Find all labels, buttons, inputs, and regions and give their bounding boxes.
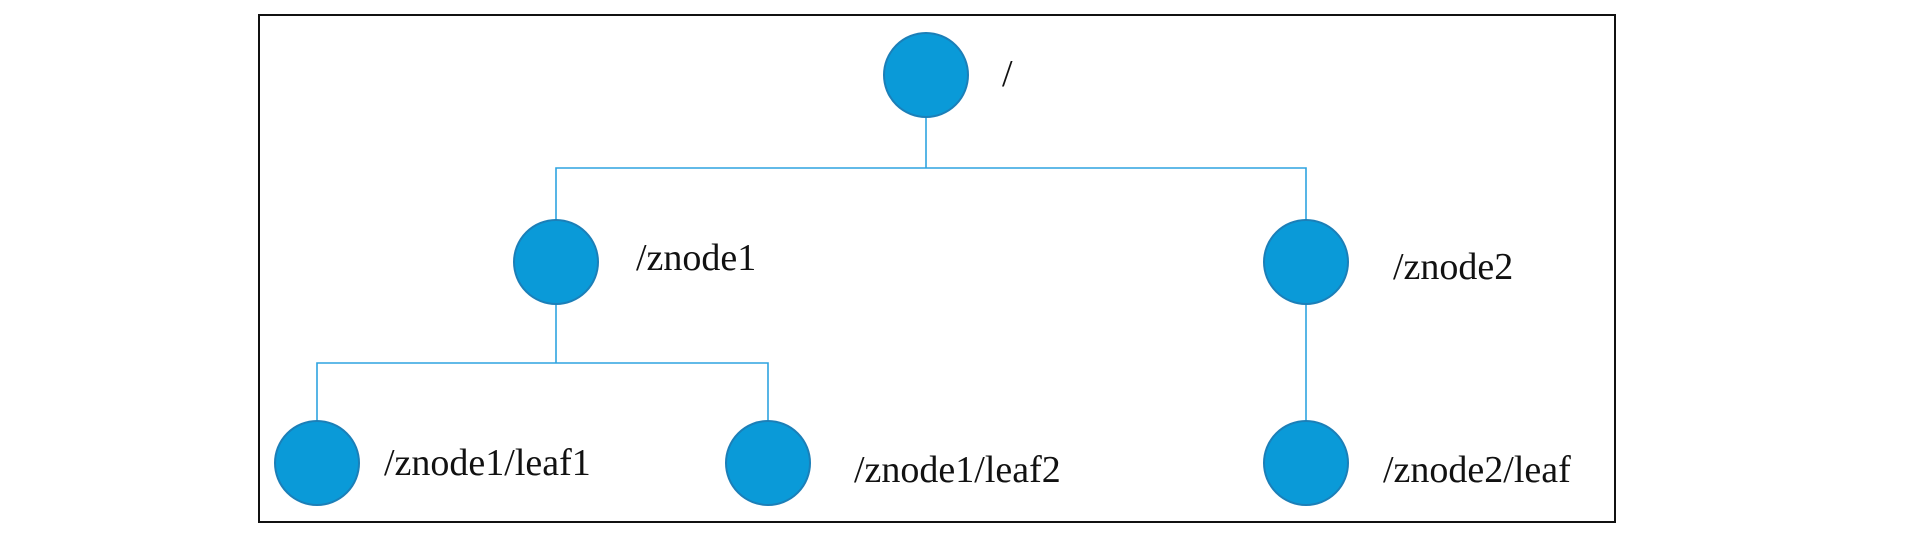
tree-edges [316, 116, 1307, 422]
label-znode1: /znode1 [636, 237, 756, 279]
node-znode1 [513, 219, 599, 305]
edge-znode1-bus [316, 362, 769, 422]
label-znode2: /znode2 [1393, 246, 1513, 288]
tree-nodes [274, 32, 1349, 506]
node-znode2 [1263, 219, 1349, 305]
node-leaf2 [725, 420, 811, 506]
node-root [883, 32, 969, 118]
label-root: / [1002, 53, 1013, 95]
label-leaf1: /znode1/leaf1 [384, 442, 591, 484]
node-leaf1 [274, 420, 360, 506]
edge-root-bus [555, 167, 1307, 223]
label-leaf2: /znode1/leaf2 [854, 449, 1061, 491]
node-znode2-leaf [1263, 420, 1349, 506]
label-znode2-leaf: /znode2/leaf [1383, 449, 1571, 491]
